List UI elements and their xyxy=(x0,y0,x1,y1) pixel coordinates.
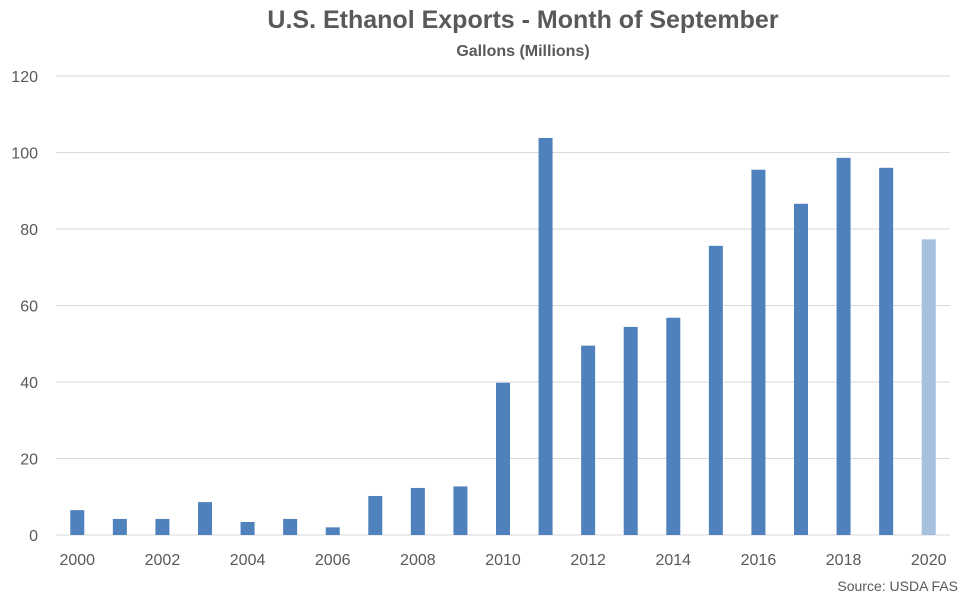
x-tick-label: 2002 xyxy=(145,552,181,569)
bar-2009 xyxy=(453,486,468,535)
bar-2000 xyxy=(70,510,85,535)
bar-2001 xyxy=(112,518,127,535)
chart-title: U.S. Ethanol Exports - Month of Septembe… xyxy=(267,6,779,34)
x-tick-label: 2008 xyxy=(400,552,436,569)
y-tick-label: 0 xyxy=(29,528,38,545)
y-tick-label: 40 xyxy=(20,375,38,392)
x-tick-label: 2004 xyxy=(230,552,266,569)
x-tick-label: 2016 xyxy=(741,552,777,569)
bar-2007 xyxy=(368,495,383,535)
bar-2002 xyxy=(155,518,170,535)
bars xyxy=(70,137,936,536)
x-axis-ticks: 2000 2002 2004 2006 2008 2010 2012 2014 2016 2018… xyxy=(59,552,946,569)
bar-2016 xyxy=(751,169,766,535)
source-note: Source: USDA FAS xyxy=(837,578,958,594)
bar-2020 xyxy=(921,239,936,535)
x-tick-label: 2006 xyxy=(315,552,351,569)
x-tick-label: 2012 xyxy=(570,552,606,569)
x-tick-label: 2018 xyxy=(826,552,862,569)
x-tick-label: 2010 xyxy=(485,552,521,569)
bar-2003 xyxy=(198,502,212,535)
y-tick-label: 100 xyxy=(11,146,38,163)
y-axis-ticks: 0 20 40 60 80 100 120 xyxy=(11,69,38,545)
x-tick-label: 2014 xyxy=(655,552,691,569)
bar-2019 xyxy=(879,167,894,536)
chart-subtitle: Gallons (Millions) xyxy=(456,43,590,60)
x-tick-label: 2020 xyxy=(911,552,947,569)
bar-2018 xyxy=(836,157,851,536)
bar-2012 xyxy=(581,345,596,535)
y-tick-label: 60 xyxy=(20,299,38,316)
bar-2015 xyxy=(708,245,723,535)
y-tick-label: 80 xyxy=(20,222,38,239)
bar-2017 xyxy=(794,203,808,535)
bar-2011 xyxy=(538,137,553,535)
bar-2006 xyxy=(325,527,340,535)
bar-2005 xyxy=(283,518,298,535)
bar-2004 xyxy=(240,521,255,535)
bar-2008 xyxy=(410,487,425,535)
x-tick-label: 2000 xyxy=(59,552,95,569)
bar-2014 xyxy=(666,317,681,535)
y-tick-label: 20 xyxy=(20,452,38,469)
bar-2013 xyxy=(623,326,638,535)
bar-2010 xyxy=(496,382,510,535)
y-tick-label: 120 xyxy=(11,69,38,86)
